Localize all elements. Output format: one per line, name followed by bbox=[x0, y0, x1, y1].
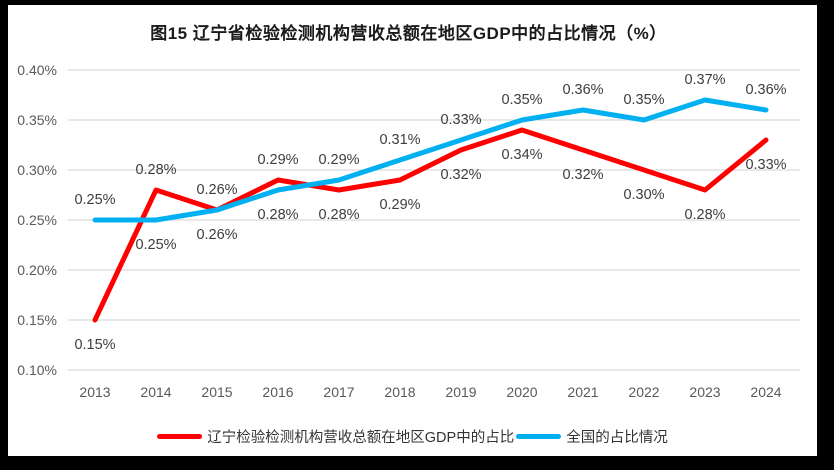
y-axis-tick-label: 0.20% bbox=[17, 262, 57, 278]
national-data-label: 0.35% bbox=[501, 92, 542, 108]
national-data-label: 0.26% bbox=[196, 227, 237, 243]
national-data-label: 0.29% bbox=[318, 152, 359, 168]
liaoning-data-label: 0.26% bbox=[196, 182, 237, 198]
liaoning-data-label: 0.30% bbox=[623, 187, 664, 203]
legend-item-liaoning: 辽宁检验检测机构营收总额在地区GDP中的占比 bbox=[157, 426, 514, 447]
x-axis-tick-label: 2022 bbox=[628, 384, 659, 400]
x-axis-tick-label: 2017 bbox=[323, 384, 354, 400]
x-axis-tick-label: 2014 bbox=[140, 384, 171, 400]
x-axis-tick-label: 2023 bbox=[689, 384, 720, 400]
liaoning-data-label: 0.29% bbox=[379, 197, 420, 213]
x-axis-tick-label: 2018 bbox=[384, 384, 415, 400]
national-data-label: 0.37% bbox=[684, 72, 725, 88]
legend-item-national: 全国的占比情况 bbox=[516, 426, 668, 447]
liaoning-line-swatch bbox=[157, 434, 203, 439]
x-axis-tick-label: 2016 bbox=[262, 384, 293, 400]
y-axis-tick-label: 0.35% bbox=[17, 112, 57, 128]
liaoning-data-label: 0.28% bbox=[318, 207, 359, 223]
x-axis-tick-label: 2020 bbox=[506, 384, 537, 400]
national-data-label: 0.36% bbox=[562, 82, 603, 98]
national-data-label: 0.28% bbox=[257, 207, 298, 223]
chart-legend: 辽宁检验检测机构营收总额在地区GDP中的占比 全国的占比情况 bbox=[8, 426, 817, 447]
x-axis-tick-label: 2019 bbox=[445, 384, 476, 400]
liaoning-data-label: 0.32% bbox=[440, 167, 481, 183]
national-series-line bbox=[92, 97, 769, 223]
chart-title: 图15 辽宁省检验检测机构营收总额在地区GDP中的占比情况（%） bbox=[150, 24, 667, 43]
x-axis-tick-label: 2015 bbox=[201, 384, 232, 400]
legend-label-national: 全国的占比情况 bbox=[566, 430, 668, 446]
legend-label-liaoning: 辽宁检验检测机构营收总额在地区GDP中的占比 bbox=[207, 430, 515, 446]
national-data-label: 0.31% bbox=[379, 132, 420, 148]
y-axis-tick-label: 0.25% bbox=[17, 212, 57, 228]
national-data-label: 0.36% bbox=[745, 82, 786, 98]
liaoning-data-label: 0.32% bbox=[562, 167, 603, 183]
national-data-label: 0.25% bbox=[135, 237, 176, 253]
liaoning-data-label: 0.15% bbox=[74, 337, 115, 353]
liaoning-data-label: 0.34% bbox=[501, 147, 542, 163]
liaoning-data-label: 0.33% bbox=[745, 157, 786, 173]
x-axis-tick-label: 2013 bbox=[79, 384, 110, 400]
national-data-label: 0.33% bbox=[440, 112, 481, 128]
x-axis-tick-label: 2024 bbox=[750, 384, 781, 400]
chart-canvas bbox=[8, 5, 817, 456]
national-data-label: 0.25% bbox=[74, 192, 115, 208]
x-axis-tick-label: 2021 bbox=[567, 384, 598, 400]
y-axis-tick-label: 0.30% bbox=[17, 162, 57, 178]
national-data-label: 0.35% bbox=[623, 92, 664, 108]
y-axis-tick-label: 0.10% bbox=[17, 362, 57, 378]
liaoning-data-label: 0.28% bbox=[135, 162, 176, 178]
liaoning-data-label: 0.28% bbox=[684, 207, 725, 223]
y-axis-tick-label: 0.40% bbox=[17, 62, 57, 78]
liaoning-data-label: 0.29% bbox=[257, 152, 298, 168]
liaoning-series-line bbox=[92, 127, 769, 323]
national-line-swatch bbox=[516, 434, 562, 439]
y-axis-tick-label: 0.15% bbox=[17, 312, 57, 328]
